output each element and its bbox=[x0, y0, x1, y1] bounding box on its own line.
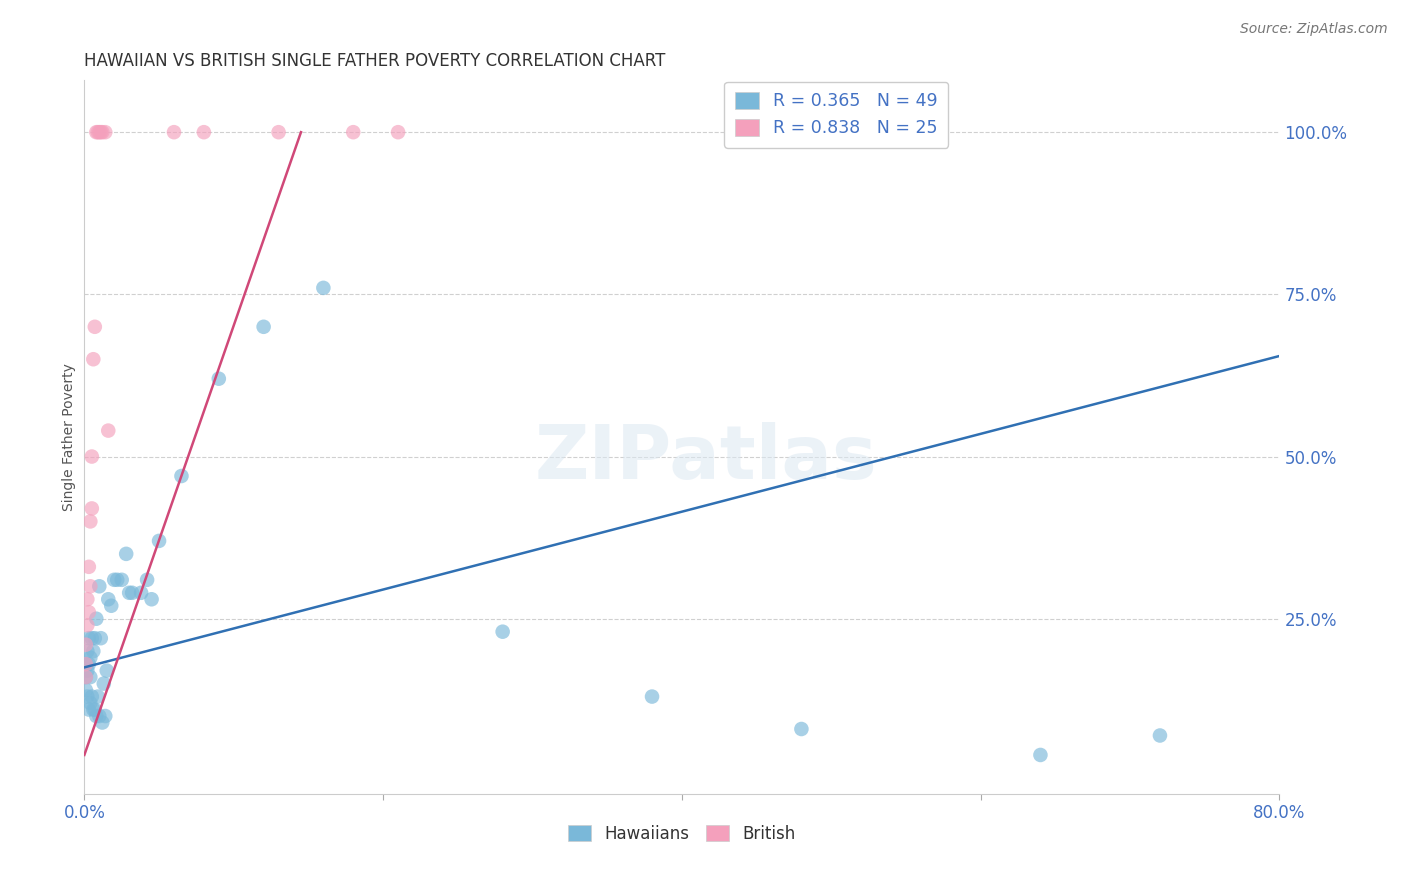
Text: ZIPatlas: ZIPatlas bbox=[534, 422, 877, 495]
Point bbox=[96, 664, 118, 678]
Point bbox=[90, 125, 112, 139]
Point bbox=[94, 709, 117, 723]
Y-axis label: Single Father Poverty: Single Father Poverty bbox=[62, 363, 76, 511]
Point bbox=[90, 631, 112, 645]
Point bbox=[105, 573, 128, 587]
Point bbox=[492, 624, 515, 639]
Point bbox=[75, 670, 97, 684]
Point bbox=[77, 631, 100, 645]
Point bbox=[80, 631, 103, 645]
Point bbox=[80, 501, 103, 516]
Point bbox=[86, 125, 108, 139]
Point bbox=[83, 702, 105, 716]
Point bbox=[790, 722, 813, 736]
Point bbox=[77, 702, 100, 716]
Point bbox=[77, 605, 100, 619]
Point bbox=[83, 319, 105, 334]
Point bbox=[141, 592, 163, 607]
Text: Source: ZipAtlas.com: Source: ZipAtlas.com bbox=[1240, 22, 1388, 37]
Point bbox=[641, 690, 664, 704]
Point bbox=[80, 690, 103, 704]
Text: HAWAIIAN VS BRITISH SINGLE FATHER POVERTY CORRELATION CHART: HAWAIIAN VS BRITISH SINGLE FATHER POVERT… bbox=[84, 53, 665, 70]
Point bbox=[1149, 729, 1171, 743]
Point bbox=[79, 696, 101, 710]
Point bbox=[82, 702, 104, 716]
Point bbox=[342, 125, 364, 139]
Point bbox=[86, 612, 108, 626]
Point bbox=[100, 599, 122, 613]
Point bbox=[83, 631, 105, 645]
Point bbox=[79, 579, 101, 593]
Point bbox=[118, 586, 141, 600]
Point bbox=[77, 559, 100, 574]
Point bbox=[89, 125, 111, 139]
Point bbox=[75, 657, 97, 672]
Point bbox=[79, 515, 101, 529]
Point bbox=[312, 281, 335, 295]
Point bbox=[148, 533, 170, 548]
Point bbox=[103, 573, 125, 587]
Point bbox=[79, 650, 101, 665]
Point bbox=[170, 469, 193, 483]
Point bbox=[80, 450, 103, 464]
Point bbox=[89, 579, 111, 593]
Legend: Hawaiians, British: Hawaiians, British bbox=[561, 819, 803, 850]
Point bbox=[97, 424, 120, 438]
Point bbox=[193, 125, 215, 139]
Point bbox=[91, 715, 114, 730]
Point bbox=[79, 670, 101, 684]
Point bbox=[91, 125, 114, 139]
Point bbox=[76, 690, 98, 704]
Point bbox=[93, 676, 115, 690]
Point bbox=[87, 125, 110, 139]
Point bbox=[163, 125, 186, 139]
Point bbox=[76, 644, 98, 658]
Point bbox=[82, 352, 104, 367]
Point bbox=[76, 618, 98, 632]
Point bbox=[77, 657, 100, 672]
Point bbox=[86, 709, 108, 723]
Point bbox=[75, 657, 97, 672]
Point bbox=[82, 644, 104, 658]
Point bbox=[1029, 747, 1052, 762]
Point bbox=[75, 683, 97, 698]
Point bbox=[76, 592, 98, 607]
Point bbox=[129, 586, 152, 600]
Point bbox=[267, 125, 290, 139]
Point bbox=[87, 690, 110, 704]
Point bbox=[253, 319, 276, 334]
Point bbox=[75, 638, 97, 652]
Point bbox=[97, 592, 120, 607]
Point bbox=[121, 586, 143, 600]
Point bbox=[75, 670, 97, 684]
Point bbox=[387, 125, 409, 139]
Point bbox=[136, 573, 159, 587]
Point bbox=[208, 372, 231, 386]
Point bbox=[94, 125, 117, 139]
Point bbox=[89, 709, 111, 723]
Point bbox=[115, 547, 138, 561]
Point bbox=[111, 573, 134, 587]
Point bbox=[76, 664, 98, 678]
